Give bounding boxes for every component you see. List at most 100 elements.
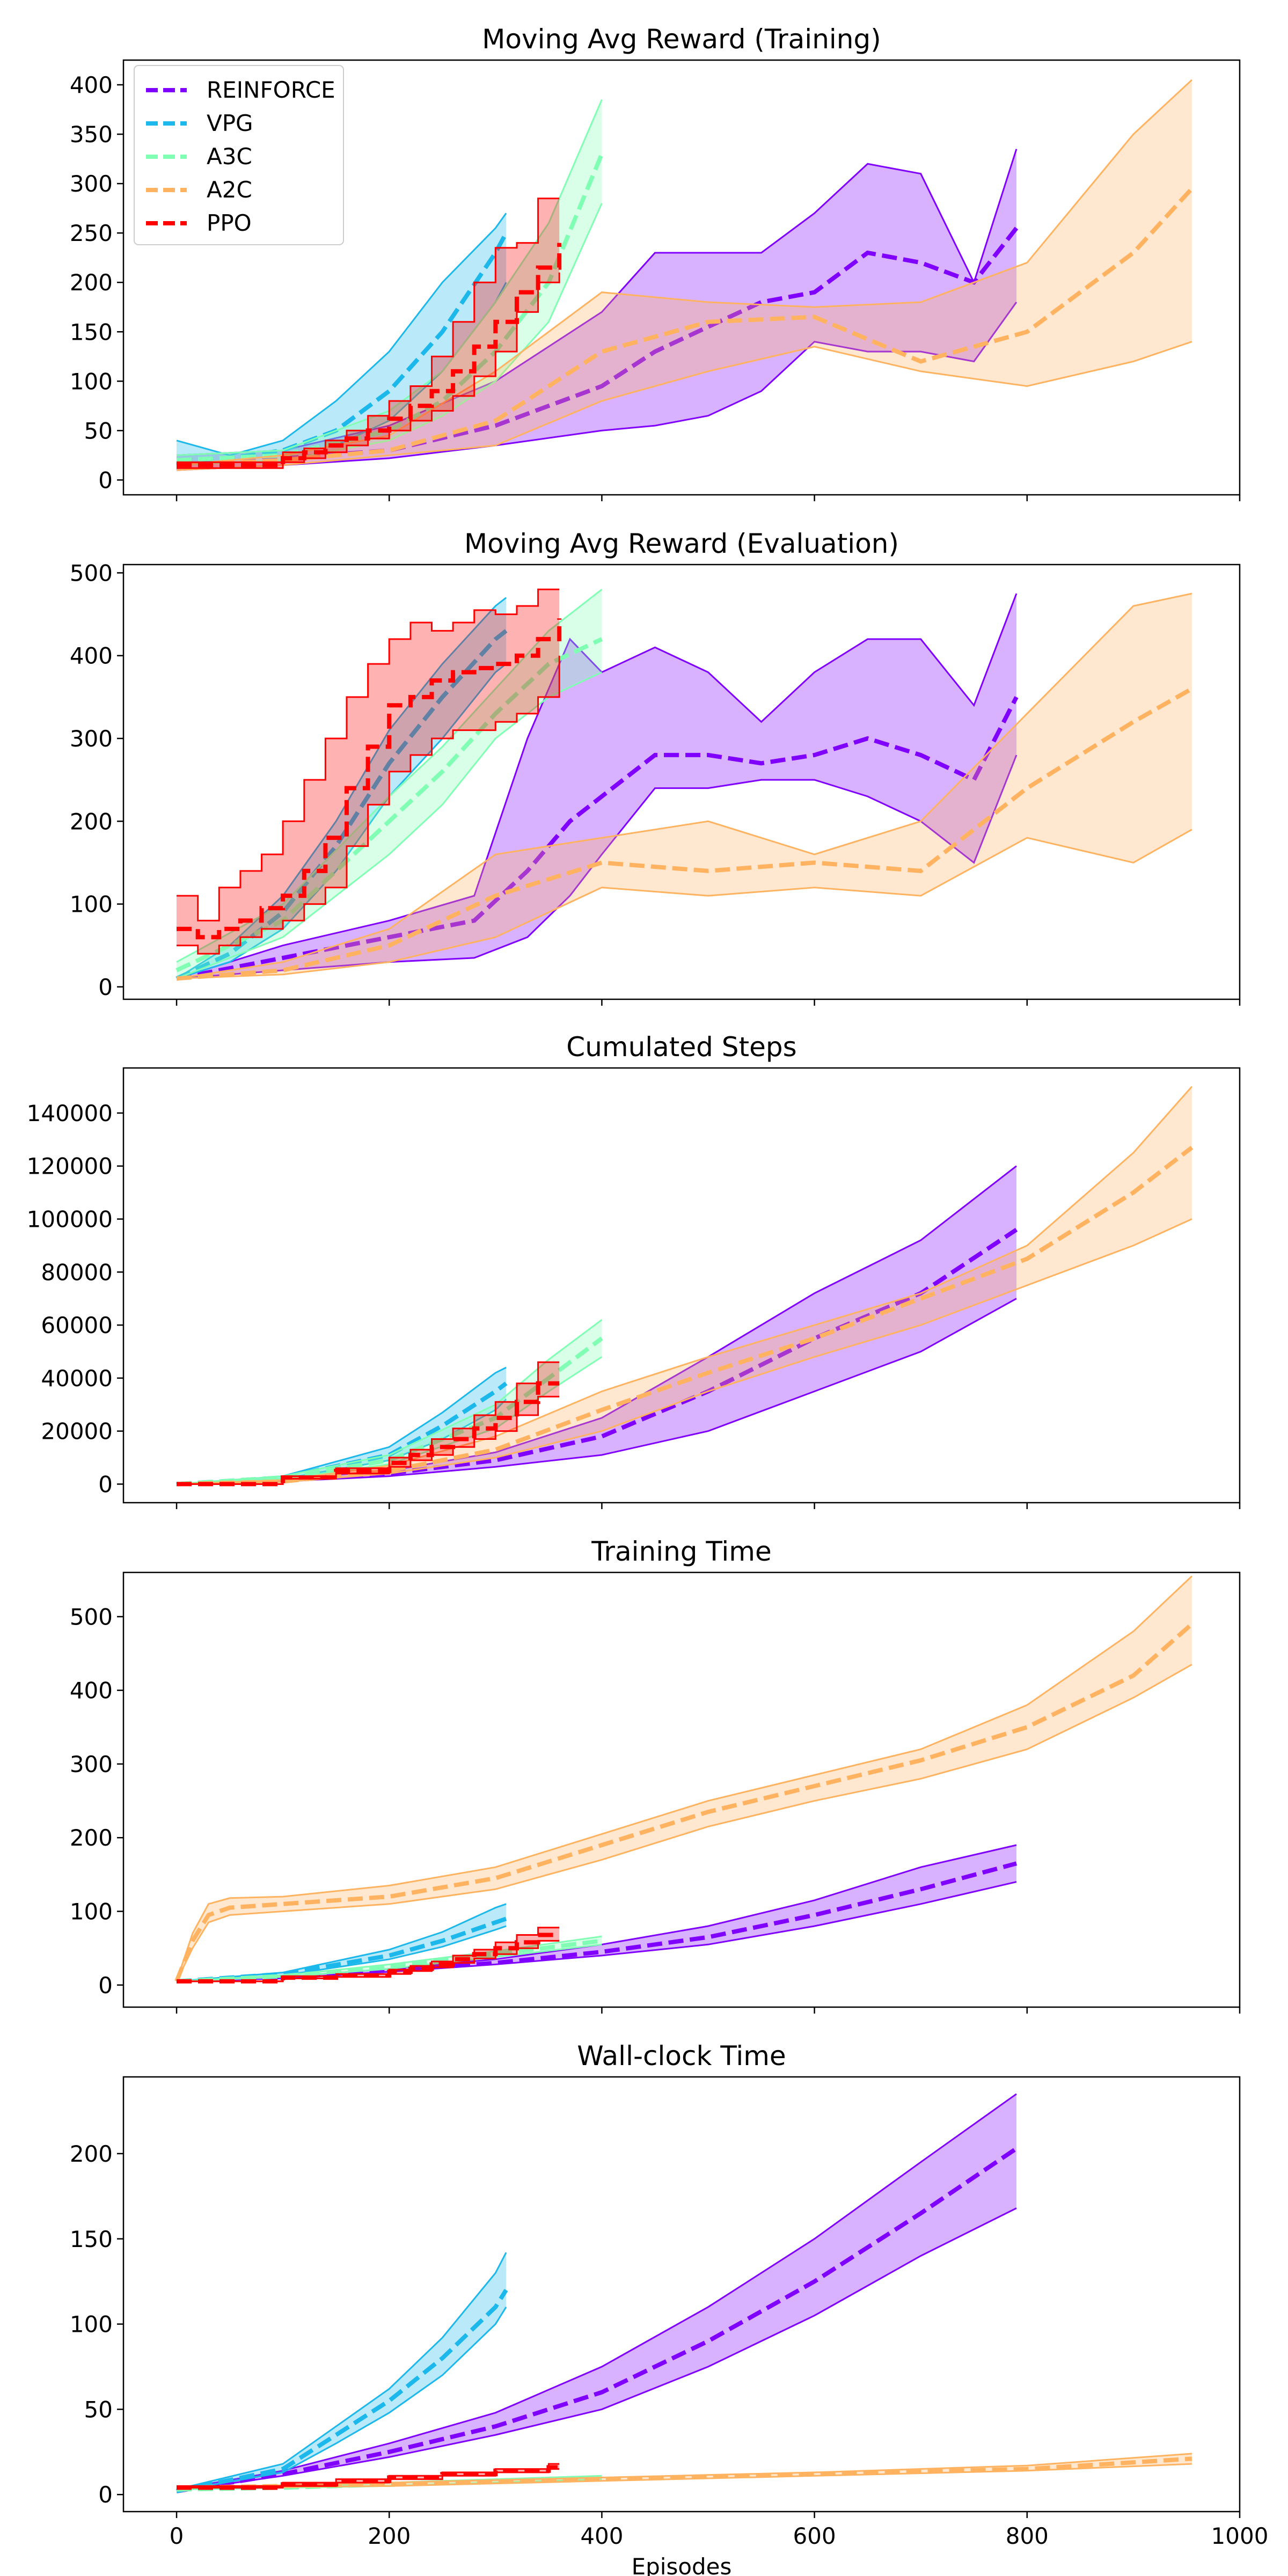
legend-item-a3c: A3C (146, 143, 252, 170)
band-upper-a2c (176, 79, 1192, 466)
mean-line-vpg (176, 2288, 508, 2493)
series-reinforce (176, 149, 1019, 471)
y-tick-label: 120000 (27, 1153, 113, 1180)
band-lower-reinforce (176, 2207, 1017, 2492)
band-upper-reinforce (176, 2093, 1017, 2491)
plot-area (174, 1575, 1194, 1984)
band-upper-vpg (176, 2252, 507, 2491)
band-reinforce (177, 2094, 1016, 2491)
x-tick-label: 1000 (1211, 2523, 1269, 2549)
legend-item-a2c: A2C (146, 177, 252, 203)
series-ppo (177, 1361, 560, 1487)
y-tick-label: 400 (70, 643, 113, 669)
panel-training-time: Training Time 0 100 200 300 400 500 (70, 1536, 1241, 2014)
y-tick-label: 50 (84, 418, 113, 444)
y-tick-label: 200 (70, 2141, 113, 2167)
legend-frame (134, 65, 344, 245)
band-lower-ppo (177, 655, 560, 955)
band-vpg (177, 597, 507, 979)
band-reinforce (177, 149, 1016, 470)
y-tick-label: 100000 (27, 1206, 113, 1233)
y-tick-label: 0 (98, 1972, 113, 1999)
y-tick-label: 200 (70, 808, 113, 835)
series-reinforce (176, 2093, 1018, 2493)
x-axis-label: Episodes (632, 2553, 732, 2576)
mean-line-ppo (177, 243, 562, 467)
mean-line-a2c (176, 2456, 1192, 2490)
series-ppo (177, 197, 562, 469)
plot-area (176, 2093, 1192, 2493)
mean-line-a2c (174, 1622, 1194, 1982)
legend-label: REINFORCE (207, 77, 335, 103)
band-a2c (177, 2454, 1192, 2488)
mean-line-vpg (176, 232, 508, 463)
x-tick-label: 400 (580, 2523, 623, 2549)
band-lower-reinforce (176, 755, 1018, 979)
band-upper-a2c (176, 592, 1192, 979)
mean-line-a2c (176, 686, 1193, 981)
band-upper-ppo (177, 588, 560, 921)
series-vpg (176, 2252, 508, 2493)
band-lower-reinforce (176, 302, 1018, 471)
legend-label: VPG (207, 110, 253, 136)
y-tick-label: 50 (84, 2396, 113, 2423)
y-tick-label: 250 (70, 220, 113, 246)
y-tick-label: 300 (70, 171, 113, 197)
series-reinforce (176, 1844, 1018, 1984)
panel-title: Wall-clock Time (577, 2040, 786, 2072)
band-upper-a3c (176, 589, 603, 963)
x-tick-label: 600 (793, 2523, 836, 2549)
y-tick-label: 0 (98, 1471, 113, 1497)
band-upper-vpg (176, 597, 507, 979)
band-upper-reinforce (176, 593, 1018, 979)
band-a2c (177, 1086, 1192, 1484)
x-tick-label: 800 (1006, 2523, 1049, 2549)
y-tick-label: 300 (70, 1751, 113, 1777)
panel-title: Cumulated Steps (566, 1031, 796, 1063)
y-tick-label: 60000 (41, 1312, 113, 1338)
mean-line-a2c (176, 187, 1194, 467)
series-a2c (176, 1086, 1194, 1487)
series-ppo (177, 1927, 560, 1984)
panels: Moving Avg Reward (Training) 0 50 100 150 200… (27, 24, 1269, 2549)
legend-item-ppo: PPO (146, 210, 252, 236)
band-ppo (177, 1362, 560, 1484)
y-tick-label: 400 (70, 1678, 113, 1704)
axes-frame (122, 1067, 1241, 1504)
panel-title: Moving Avg Reward (Evaluation) (464, 528, 899, 559)
mean-line-ppo (177, 618, 562, 940)
panel-cumulated-steps: Cumulated Steps 0 20000 40000 60000 80000 1000… (27, 1031, 1241, 1509)
mean-line-ppo (177, 2465, 560, 2490)
band-lower-vpg (176, 663, 507, 979)
y-tick-label: 100 (70, 2311, 113, 2338)
y-tick-label: 200 (70, 269, 113, 296)
panel-wall-clock-time: Wall-clock Time 0 50 100 150 200 0 200 400 600 800… (70, 2040, 1269, 2549)
plot-area (175, 588, 1193, 981)
y-tick-label: 0 (98, 467, 113, 493)
band-a2c (177, 1576, 1192, 1981)
legend-items: REINFORCE VPG A3C A2C PPO (146, 77, 335, 236)
panel-moving-avg-reward-evaluation: Moving Avg Reward (Evaluation) 0 100 200 300… (70, 528, 1241, 1006)
series-a2c (176, 2453, 1192, 2490)
series-ppo (177, 2463, 560, 2490)
band-lower-vpg (176, 2307, 507, 2492)
mean-line-ppo (177, 1933, 560, 1984)
mean-line-reinforce (176, 2147, 1018, 2493)
axes-frame (122, 1571, 1241, 2008)
series-a2c (176, 79, 1194, 471)
axes-frame (122, 564, 1241, 1000)
mean-line-a3c (176, 1938, 602, 1984)
plot-area (176, 1086, 1194, 1487)
legend-label: A3C (207, 143, 252, 170)
legend: REINFORCE VPG A3C A2C PPO (134, 65, 344, 245)
band-upper-a3c (176, 99, 603, 456)
band-lower-ppo (177, 1395, 560, 1485)
band-lower-a2c (175, 1664, 1192, 1982)
band-reinforce (177, 1845, 1016, 1981)
y-tick-label: 300 (70, 726, 113, 752)
plot-area (176, 79, 1194, 471)
x-tick-label: 200 (368, 2523, 411, 2549)
band-vpg (177, 213, 507, 465)
band-reinforce (177, 594, 1016, 979)
